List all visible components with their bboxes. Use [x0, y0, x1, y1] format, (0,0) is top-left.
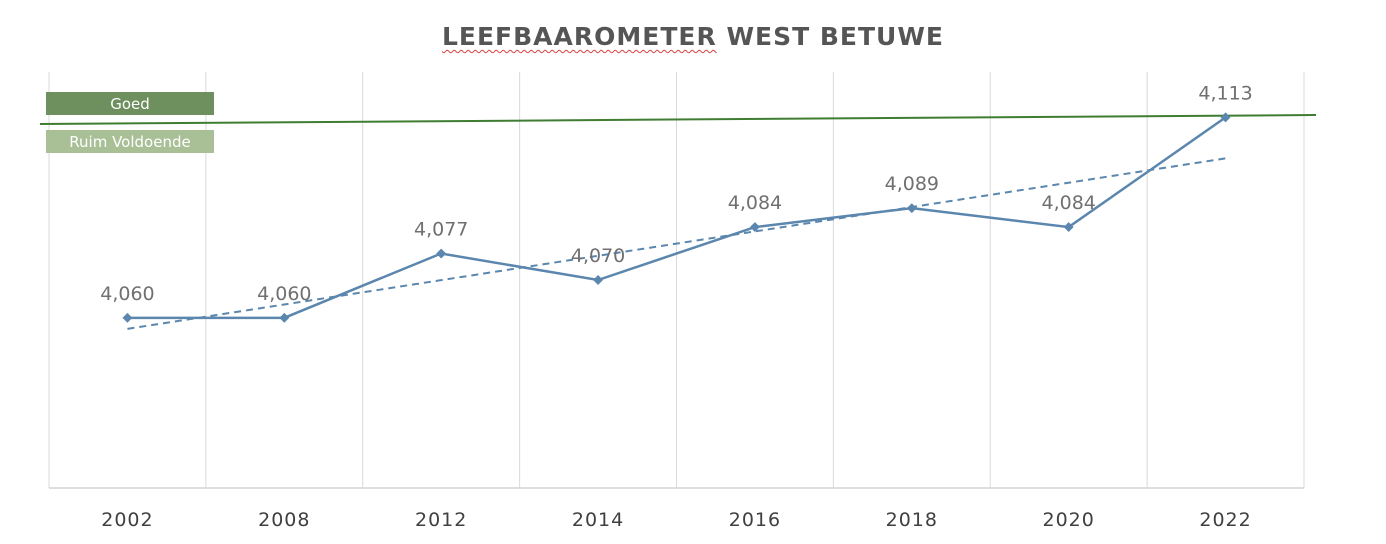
x-tick-label: 2016: [729, 509, 781, 531]
data-point: [593, 275, 604, 285]
grid-lines: [48, 72, 1305, 488]
band-ruim-voldoende: [46, 130, 214, 153]
data-point: [906, 203, 917, 214]
x-tick-labels: 2002 2008 2012 2014 2016 2018 2020 2022: [101, 509, 1251, 531]
x-tick-label: 2020: [1043, 509, 1095, 531]
data-point: [279, 312, 290, 323]
data-label: 4,060: [100, 283, 154, 305]
chart-title: LEEFBAAROMETER WEST BETUWE: [0, 22, 1386, 51]
chart-title-part2: WEST BETUWE: [726, 22, 945, 51]
threshold-line: [39, 114, 1317, 125]
band-ruim-voldoende-label: Ruim Voldoende: [69, 133, 190, 151]
x-tick-label: 2002: [101, 509, 153, 531]
band-goed: [46, 92, 214, 115]
data-point: [436, 248, 447, 259]
data-point: [1063, 222, 1074, 233]
threshold-group: Goed Ruim Voldoende: [39, 92, 1317, 153]
x-tick-label: 2018: [886, 509, 938, 531]
trendline: [127, 157, 1226, 330]
data-label: 4,060: [257, 283, 311, 305]
data-labels: 4,060 4,060 4,077 4,070 4,084 4,089 4,084 4,113: [100, 82, 1253, 304]
data-label: 4,089: [885, 173, 939, 195]
chart-title-part1: LEEFBAAROMETER: [441, 22, 717, 51]
data-label: 4,084: [728, 192, 782, 214]
band-goed-label: Goed: [110, 95, 150, 113]
data-point: [749, 222, 760, 233]
data-label: 4,113: [1198, 82, 1252, 104]
data-point: [122, 312, 133, 323]
x-tick-label: 2014: [572, 509, 624, 531]
data-point: [1220, 112, 1231, 123]
data-label: 4,070: [571, 245, 625, 267]
series-line: [127, 116, 1227, 320]
data-label: 4,077: [414, 219, 468, 241]
x-tick-label: 2008: [258, 509, 310, 531]
x-tick-label: 2022: [1199, 509, 1251, 531]
x-tick-label: 2012: [415, 509, 467, 531]
data-label: 4,084: [1041, 192, 1095, 214]
